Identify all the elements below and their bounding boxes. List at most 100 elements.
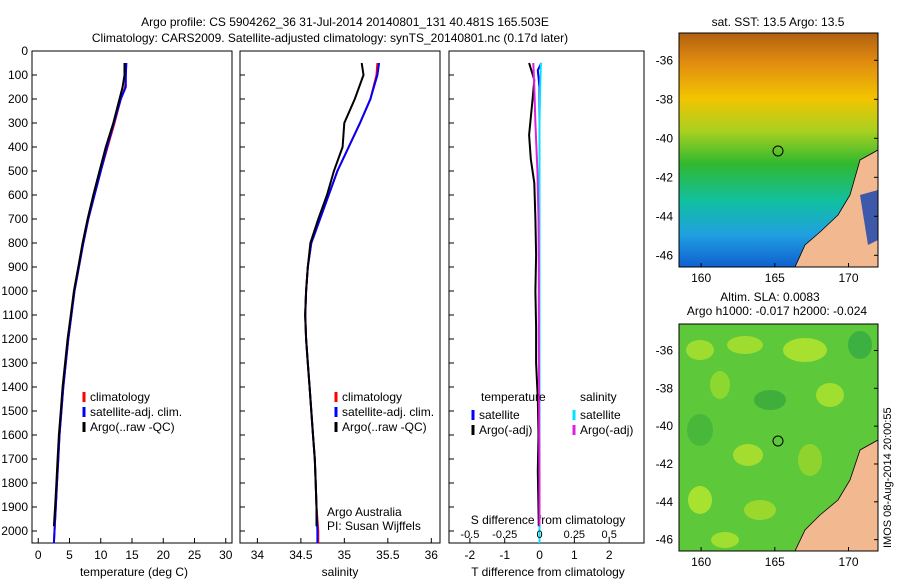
depth-tick-label: 1800 xyxy=(1,476,28,490)
temp-xtick-label: 0 xyxy=(35,548,42,562)
temp-xtick-label: 20 xyxy=(157,548,171,562)
sla-map-title-1: Altim. SLA: 0.0083 xyxy=(720,290,820,304)
map1-lon-label: 165 xyxy=(765,271,785,285)
sla-map-land xyxy=(794,439,878,551)
salinity-diff-tick-label: -0.25 xyxy=(492,529,517,541)
diff-series-line-1 xyxy=(528,62,540,527)
salinity-x-label: salinity xyxy=(322,565,359,579)
map1-lat-label: -40 xyxy=(656,131,674,145)
temp-series-line-1 xyxy=(52,62,128,544)
sst-map-panel: sat. SST: 13.5 Argo: 13.5 -36 -38 -40 -42 -4… xyxy=(656,15,879,285)
legend-salinity-title: salinity xyxy=(580,390,617,404)
sst-map-land xyxy=(794,149,878,267)
temp-xtick-label: 5 xyxy=(66,548,73,562)
temperature-x-label: temperature (deg C) xyxy=(80,565,188,579)
depth-tick-label: 1600 xyxy=(1,428,28,442)
sla-map-frame xyxy=(678,323,879,552)
depth-tick-label: 1700 xyxy=(1,452,28,466)
diff-xtick-label: -2 xyxy=(465,548,476,562)
sst-map-deep-water xyxy=(860,190,878,245)
map1-lat-label: -44 xyxy=(656,209,674,223)
map2-lat-label: -42 xyxy=(656,457,674,471)
title-line-2: Climatology: CARS2009. Satellite-adjuste… xyxy=(92,31,568,45)
depth-tick-label: 0 xyxy=(21,44,28,58)
sst-map-argo-marker xyxy=(772,145,784,157)
salinity-diff-tick-label: 0.5 xyxy=(602,529,617,541)
legend-label-temp-sat: satellite xyxy=(479,408,520,422)
sla-map-title-2: Argo h1000: -0.017 h2000: -0.024 xyxy=(687,304,867,318)
depth-tick-label: 1000 xyxy=(1,284,28,298)
depth-tick-label: 2000 xyxy=(1,524,28,538)
salinity-panel: salinity Argo Australia PI: Susan Wijffe… xyxy=(239,50,441,579)
salinity-diff-tick-label: 0 xyxy=(536,529,542,541)
salinity-diff-tick-label: -0.5 xyxy=(460,529,479,541)
map1-lat-label: -46 xyxy=(656,248,674,262)
depth-tick-label: 600 xyxy=(8,188,28,202)
sal-series-line-2 xyxy=(304,62,365,527)
depth-tick-label: 200 xyxy=(8,92,28,106)
salinity-axes-box xyxy=(239,50,441,544)
temperature-panel: temperature (deg C) xyxy=(31,50,233,579)
map1-lat-label: -42 xyxy=(656,170,674,184)
panel2-legend-label: Argo(..raw -QC) xyxy=(342,420,427,434)
salinity-diff-tick-label: 0.25 xyxy=(564,529,585,541)
diff-xtick-label: 0 xyxy=(536,548,543,562)
temperature-axes-box xyxy=(31,50,233,544)
sla-map-argo-marker xyxy=(772,435,784,447)
diff-series-line-3 xyxy=(532,62,541,527)
diff-xtick-label: 2 xyxy=(606,548,613,562)
map1-lon-label: 160 xyxy=(691,271,711,285)
temp-series-line-0 xyxy=(52,63,127,544)
sst-map-title: sat. SST: 13.5 Argo: 13.5 xyxy=(712,15,845,29)
sal-xtick-label: 36 xyxy=(425,548,439,562)
depth-tick-label: 700 xyxy=(8,212,28,226)
map2-lon-label: 165 xyxy=(765,555,785,569)
depth-tick-label: 1900 xyxy=(1,500,28,514)
sst-map-frame xyxy=(678,32,879,268)
map1-lat-label: -38 xyxy=(656,92,674,106)
sal-xtick-label: 35 xyxy=(338,548,352,562)
depth-tick-label: 800 xyxy=(8,236,28,250)
panel1-legend-label: satellite-adj. clim. xyxy=(90,405,182,419)
panel2-legend-label: climatology xyxy=(342,390,402,404)
depth-tick-label: 300 xyxy=(8,116,28,130)
depth-tick-label: 1100 xyxy=(2,308,28,322)
depth-tick-label: 1300 xyxy=(1,356,28,370)
legend-temperature-title: temperature xyxy=(481,390,546,404)
difference-x-label: T difference from climatology xyxy=(471,565,625,579)
depth-tick-label: 400 xyxy=(8,140,28,154)
sla-map-ticks: -36 -38 -40 -42 -44 -46 160 165 170 xyxy=(656,343,878,569)
panel1-legend-label: Argo(..raw -QC) xyxy=(90,420,175,434)
sla-map-blobs xyxy=(686,331,872,548)
diff-xtick-label: 1 xyxy=(571,548,578,562)
depth-tick-label: 500 xyxy=(8,164,28,178)
depth-tick-label: 1500 xyxy=(1,404,28,418)
legend-label-temp-argo: Argo(-adj) xyxy=(479,423,532,437)
difference-axes-box xyxy=(448,50,645,544)
temp-xtick-label: 15 xyxy=(125,548,139,562)
map2-lat-label: -40 xyxy=(656,419,674,433)
map1-lat-label: -36 xyxy=(656,53,674,67)
timestamp-label: IMOS 08-Aug-2014 20:00:55 xyxy=(882,407,894,548)
difference-top-label: S difference from climatology xyxy=(471,513,626,527)
temp-series-line-2 xyxy=(52,63,126,527)
legend-label-sal-sat: satellite xyxy=(580,408,621,422)
map2-lat-label: -38 xyxy=(656,381,674,395)
sal-xtick-label: 35.5 xyxy=(376,548,400,562)
sal-xtick-label: 34.5 xyxy=(289,548,313,562)
sla-map-panel: Altim. SLA: 0.0083 Argo h1000: -0.017 h2… xyxy=(656,290,879,569)
map2-lat-label: -36 xyxy=(656,343,674,357)
map2-lat-label: -46 xyxy=(656,533,674,547)
depth-tick-label: 1400 xyxy=(1,380,28,394)
map2-lon-label: 160 xyxy=(691,555,711,569)
credit-line-2: PI: Susan Wijffels xyxy=(327,519,421,533)
map2-lat-label: -44 xyxy=(656,495,674,509)
sal-xtick-label: 34 xyxy=(251,548,265,562)
diff-xtick-label: -1 xyxy=(499,548,510,562)
sst-map-ticks: -36 -38 -40 -42 -44 -46 160 165 170 xyxy=(656,53,878,285)
credit-line-1: Argo Australia xyxy=(327,505,402,519)
sal-series-line-1 xyxy=(304,62,381,543)
temp-xtick-label: 25 xyxy=(188,548,202,562)
title-line-1: Argo profile: CS 5904262_36 31-Jul-2014 … xyxy=(141,15,549,29)
